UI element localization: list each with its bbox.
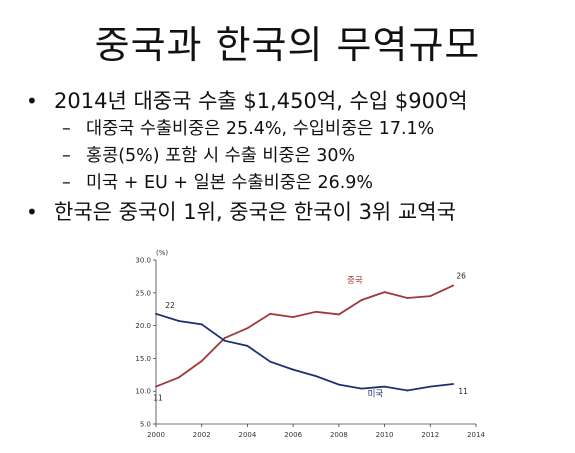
data-point: [360, 299, 363, 301]
bullet-marker: •: [26, 200, 38, 224]
data-point: [246, 327, 249, 330]
sub-bullet-text: 홍콩(5%) 포함 시 수출 비중은 30%: [86, 146, 356, 166]
bullet-text: 한국은 중국이 1위, 중국은 한국이 3위 교역국: [54, 200, 456, 224]
y-tick-label: 15.0: [135, 355, 151, 363]
data-point: [337, 383, 340, 386]
sub-bullet-marker: –: [62, 119, 71, 139]
data-point: [360, 387, 363, 390]
x-tick-label: 2010: [376, 431, 394, 439]
y-tick-label: 30.0: [135, 257, 151, 265]
x-tick-label: 2006: [284, 431, 302, 439]
data-point: [452, 383, 455, 385]
series-label: 중국: [347, 276, 363, 286]
data-label: 11: [458, 387, 468, 396]
data-point: [383, 291, 386, 294]
sub-bullet-text: 미국 + EU + 일본 수출비중은 26.9%: [86, 173, 374, 193]
data-label: 26: [456, 272, 466, 281]
sub-bullet-marker: –: [62, 146, 71, 166]
x-tick-label: 2014: [467, 431, 485, 439]
data-point: [177, 320, 180, 322]
sub-bullet-item: – 홍콩(5%) 포함 시 수출 비중은 30%: [26, 143, 566, 170]
series-line-중국: [155, 284, 454, 388]
data-point: [452, 284, 455, 287]
slide-title: 중국과 한국의 무역규모: [94, 23, 481, 67]
data-point: [292, 316, 295, 318]
data-point: [223, 339, 226, 342]
sub-bullet-item: – 대중국 수출비중은 25.4%, 수입비중은 17.1%: [26, 116, 566, 143]
data-point: [429, 295, 432, 297]
data-point: [177, 376, 180, 379]
data-point: [269, 360, 272, 363]
data-point: [315, 375, 317, 378]
trade-share-line-chart: (%) 5.0 10.0 15.0 20.0 25.0 30.0 2000 2002 2004 20…: [135, 249, 485, 439]
sub-bullet-item: – 미국 + EU + 일본 수출비중은 26.9%: [26, 170, 566, 197]
data-label: 22: [165, 301, 175, 310]
y-tick-label: 20.0: [135, 322, 151, 330]
data-point: [246, 345, 249, 347]
y-tick-label: 5.0: [140, 421, 151, 429]
x-tick-label: 2008: [330, 431, 348, 439]
y-tick-label: 10.0: [135, 388, 151, 396]
bullet-item: • 2014년 대중국 수출 $1,450억, 수입 $900억: [26, 86, 566, 116]
data-point: [155, 312, 157, 315]
series-label: 미국: [368, 389, 384, 399]
data-label: 11: [153, 394, 163, 403]
data-point: [223, 337, 226, 339]
data-point: [155, 385, 157, 388]
x-tick-label: 2002: [193, 431, 211, 439]
sub-bullet-marker: –: [62, 173, 71, 193]
y-axis-unit-label: (%): [156, 249, 168, 257]
data-point: [337, 313, 340, 316]
sub-bullet-text: 대중국 수출비중은 25.4%, 수입비중은 17.1%: [86, 119, 435, 139]
bullet-marker: •: [26, 89, 38, 113]
bullet-list: • 2014년 대중국 수출 $1,450억, 수입 $900억 – 대중국 수…: [26, 86, 566, 227]
bullet-item: • 한국은 중국이 1위, 중국은 한국이 3위 교역국: [26, 197, 566, 227]
data-point: [383, 385, 386, 388]
x-tick-label: 2000: [147, 431, 165, 439]
data-point: [292, 368, 295, 371]
data-point: [406, 389, 409, 392]
data-point: [200, 360, 203, 362]
data-point: [200, 323, 203, 326]
data-point: [406, 297, 409, 299]
series-line-미국: [155, 312, 454, 392]
data-point: [429, 385, 432, 388]
data-point: [315, 310, 317, 313]
x-tick-label: 2012: [421, 431, 439, 439]
y-tick-label: 25.0: [135, 289, 151, 297]
bullet-text: 2014년 대중국 수출 $1,450억, 수입 $900억: [54, 89, 468, 113]
x-tick-label: 2004: [239, 431, 257, 439]
data-point: [269, 312, 272, 315]
